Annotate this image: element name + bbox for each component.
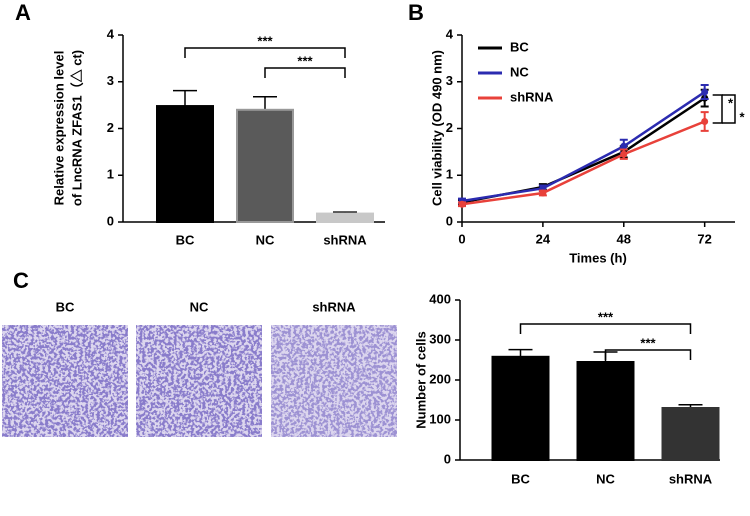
y-axis-label: Number of cells: [413, 331, 428, 429]
significance-label: ***: [297, 53, 313, 68]
x-tick-label: 24: [536, 231, 551, 246]
panel-label: A: [15, 0, 31, 25]
significance-bracket: [604, 349, 692, 360]
x-tick-label: 48: [617, 231, 631, 246]
marker: [539, 189, 547, 197]
micrograph-label: BC: [56, 299, 75, 314]
y-tick-label: 100: [429, 411, 451, 426]
bar: [236, 108, 294, 223]
x-tick-label: BC: [176, 232, 195, 247]
significance-label: *: [728, 95, 734, 110]
y-axis-label: of LncRNA ZFAS1（△ ct): [69, 50, 84, 206]
significance-label: ***: [598, 309, 614, 324]
micrograph: [2, 325, 128, 437]
y-tick-label: 0: [444, 451, 451, 466]
marker: [458, 200, 466, 208]
series-line: [461, 90, 706, 203]
micrograph: [271, 325, 397, 437]
panel-label: B: [408, 0, 424, 25]
y-tick-label: 4: [446, 26, 454, 41]
significance-label: ***: [640, 335, 656, 350]
legend-label: BC: [510, 39, 529, 54]
legend-label: shRNA: [510, 89, 554, 104]
significance-bracket: [184, 47, 346, 58]
micrograph-label: NC: [190, 299, 209, 314]
x-tick-label: shRNA: [323, 232, 367, 247]
significance-bracket: [712, 94, 723, 124]
bar: [156, 105, 214, 223]
bar: [661, 407, 720, 461]
marker: [620, 142, 628, 150]
x-tick-label: NC: [256, 232, 275, 247]
y-tick-label: 0: [446, 213, 453, 228]
y-tick-label: 3: [446, 73, 453, 88]
bar: [576, 361, 635, 461]
y-tick-label: 1: [107, 167, 114, 182]
x-tick-label: BC: [511, 471, 530, 486]
significance-label: *: [739, 109, 745, 124]
x-tick-label: shRNA: [669, 471, 713, 486]
bar: [316, 212, 374, 224]
marker: [620, 150, 628, 158]
panel-label: C: [13, 268, 29, 293]
legend-label: NC: [510, 64, 529, 79]
y-tick-label: 2: [446, 120, 453, 135]
y-tick-label: 2: [107, 120, 114, 135]
y-axis-label: Relative expression level: [51, 51, 66, 206]
y-tick-label: 3: [107, 73, 114, 88]
y-tick-label: 1: [446, 167, 453, 182]
bar: [491, 355, 550, 461]
x-tick-label: 72: [697, 231, 711, 246]
marker: [701, 88, 709, 96]
significance-label: ***: [257, 33, 273, 48]
marker: [701, 117, 709, 125]
series-line: [461, 120, 706, 206]
series-line: [461, 97, 706, 204]
y-tick-label: 300: [429, 331, 451, 346]
significance-bracket: [264, 67, 346, 78]
x-tick-label: 0: [458, 231, 465, 246]
y-tick-label: 400: [429, 291, 451, 306]
x-tick-label: NC: [596, 471, 615, 486]
x-axis-label: Times (h): [569, 250, 627, 265]
significance-bracket: [519, 323, 692, 334]
y-tick-label: 0: [107, 213, 114, 228]
y-axis-label: Cell viability (OD 490 nm): [429, 50, 444, 206]
y-tick-label: 4: [107, 26, 115, 41]
micrograph: [136, 325, 262, 437]
significance-bracket: [722, 94, 736, 124]
micrograph-label: shRNA: [312, 299, 356, 314]
y-tick-label: 200: [429, 371, 451, 386]
